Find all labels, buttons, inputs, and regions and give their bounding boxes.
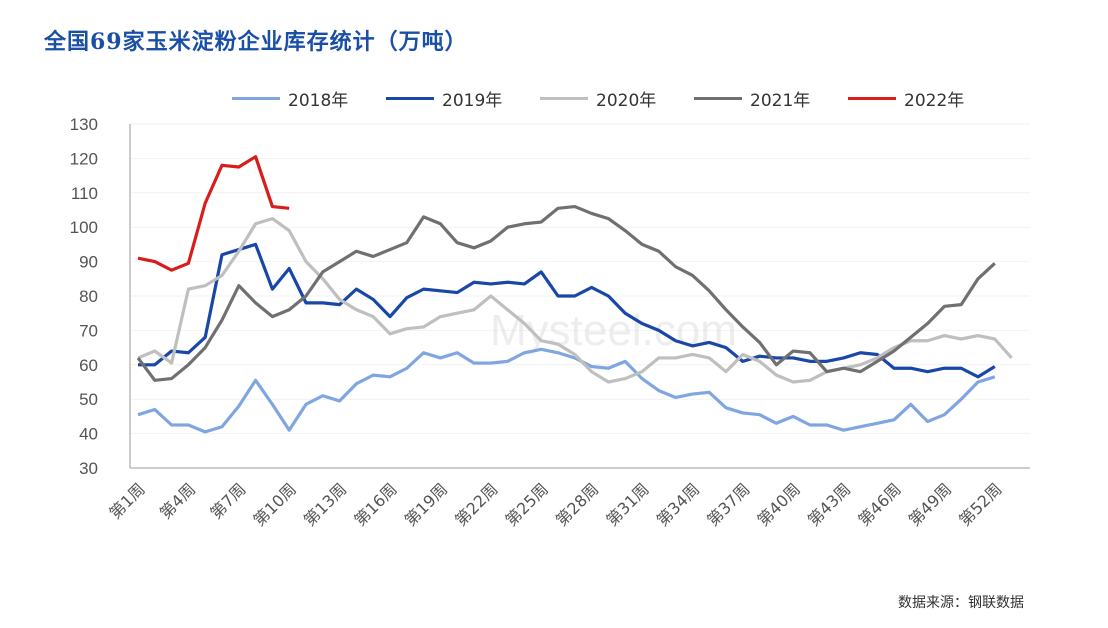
y-tick-label: 60	[79, 356, 98, 375]
y-tick-label: 80	[79, 287, 98, 306]
legend-label: 2021年	[750, 91, 811, 111]
legend-swatch	[386, 97, 434, 100]
y-tick-label: 90	[79, 253, 98, 272]
y-tick-label: 130	[70, 115, 98, 134]
legend-swatch	[694, 97, 742, 100]
legend-item: 2020年	[540, 86, 694, 111]
watermark: Mysteel.com	[490, 306, 737, 355]
x-tick-label: 第22周	[451, 479, 501, 529]
legend-label: 2020年	[596, 91, 657, 111]
x-tick-label: 第37周	[703, 479, 753, 529]
y-tick-label: 50	[79, 390, 98, 409]
y-tick-label: 100	[70, 218, 98, 237]
legend-label: 2019年	[442, 91, 503, 111]
x-tick-label: 第16周	[350, 479, 400, 529]
x-tick-label: 第43周	[804, 479, 854, 529]
x-tick-label: 第25周	[502, 479, 552, 529]
y-tick-label: 70	[79, 321, 98, 340]
legend-item: 2022年	[848, 86, 1002, 111]
data-source: 数据来源：钢联数据	[898, 595, 1024, 611]
x-tick-label: 第19周	[401, 479, 451, 529]
y-tick-label: 120	[70, 149, 98, 168]
legend-label: 2018年	[288, 91, 349, 111]
series-line-2022	[137, 155, 290, 272]
legend-item: 2018年	[232, 86, 386, 111]
series-line-2021	[136, 204, 996, 382]
legend-label: 2022年	[904, 91, 965, 111]
legend-item: 2019年	[386, 86, 540, 111]
x-tick-label: 第7周	[206, 479, 249, 522]
y-tick-label: 110	[71, 184, 98, 203]
x-tick-label: 第52周	[955, 479, 1005, 529]
series-line-2018	[137, 347, 996, 434]
legend-swatch	[540, 97, 588, 100]
x-tick-label: 第31周	[602, 479, 652, 529]
y-tick-label: 30	[79, 459, 98, 478]
x-tick-label: 第46周	[854, 479, 904, 529]
legend-swatch	[232, 97, 280, 100]
x-tick-label: 第49周	[905, 479, 955, 529]
y-tick-label: 40	[79, 425, 98, 444]
x-tick-label: 第10周	[250, 479, 300, 529]
series-line-2019	[138, 242, 996, 379]
x-tick-label: 第34周	[653, 479, 703, 529]
x-tick-label: 第1周	[106, 479, 149, 522]
legend-swatch	[848, 97, 896, 100]
chart-title: 全国69家玉米淀粉企业库存统计（万吨）	[44, 29, 468, 55]
x-tick-label: 第13周	[300, 479, 350, 529]
legend-item: 2021年	[694, 86, 848, 111]
x-tick-label: 第4周	[156, 479, 199, 522]
legend: 2018年 2019年 2020年 2021年 2022年	[232, 86, 1002, 111]
x-tick-label: 第28周	[552, 479, 602, 529]
x-tick-label: 第40周	[754, 479, 804, 529]
